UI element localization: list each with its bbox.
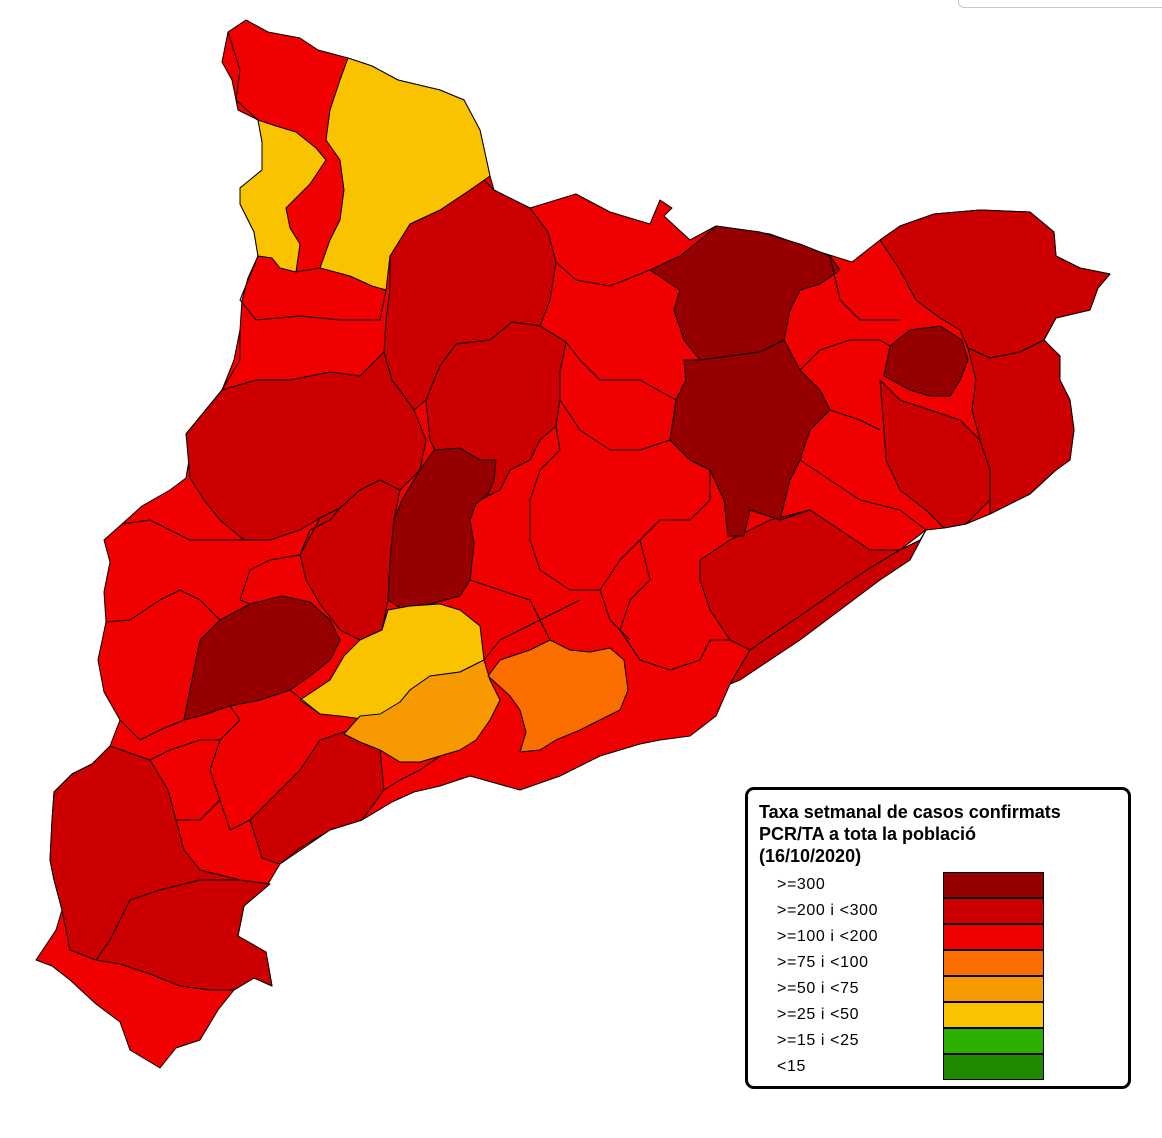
legend-item-label: >=100 i <200: [777, 928, 879, 945]
legend-item-label: >=75 i <100: [777, 954, 869, 971]
legend-swatch: [943, 1054, 1044, 1080]
map-area-girones: [883, 325, 969, 397]
legend-swatch: [943, 950, 1044, 976]
legend-item-label: <15: [777, 1058, 806, 1075]
legend-item-label: >=300: [777, 876, 826, 893]
legend-item: >=50 i <75: [748, 976, 1128, 1002]
legend-swatch: [943, 898, 1044, 924]
legend-swatch: [943, 872, 1044, 898]
map-area-alt-camp: [343, 659, 501, 763]
legend-item: >=300: [748, 872, 1128, 898]
legend-title: Taxa setmanal de casos confirmats PCR/TA…: [759, 801, 1131, 867]
map-area-alt-emporda: [879, 209, 1111, 359]
map-area-baix-emporda: [967, 339, 1075, 515]
legend-swatch: [943, 1028, 1044, 1054]
legend-item: >=75 i <100: [748, 950, 1128, 976]
legend-item-label: >=200 i <300: [777, 902, 879, 919]
map-area-bages: [387, 447, 497, 609]
legend-swatch: [943, 1002, 1044, 1028]
legend-item: >=100 i <200: [748, 924, 1128, 950]
legend-swatch: [943, 924, 1044, 950]
map-area-maresme: [729, 529, 927, 685]
legend-item-label: >=25 i <50: [777, 1006, 860, 1023]
map-area-baix-ebre: [49, 745, 273, 991]
map-area-selva: [879, 379, 991, 529]
legend-box: Taxa setmanal de casos confirmats PCR/TA…: [745, 787, 1131, 1089]
legend-title-line2: PCR/TA a tota la població: [759, 824, 977, 844]
legend-item-label: >=50 i <75: [777, 980, 860, 997]
map-area-segria: [183, 595, 341, 721]
legend-item: >=200 i <300: [748, 898, 1128, 924]
legend-swatch: [943, 976, 1044, 1002]
legend-item: >=15 i <25: [748, 1028, 1128, 1054]
legend-title-line1: Taxa setmanal de casos confirmats: [759, 802, 1061, 822]
window-frame-edge: [958, 0, 1162, 8]
legend-title-line3: (16/10/2020): [759, 846, 862, 866]
legend-item: <15: [748, 1054, 1128, 1080]
map-boundary-lines: [95, 31, 927, 961]
map-area-ripolles: [649, 225, 841, 361]
legend-item-label: >=15 i <25: [777, 1032, 860, 1049]
legend-item: >=25 i <50: [748, 1002, 1128, 1028]
map-area-osona: [669, 339, 831, 537]
